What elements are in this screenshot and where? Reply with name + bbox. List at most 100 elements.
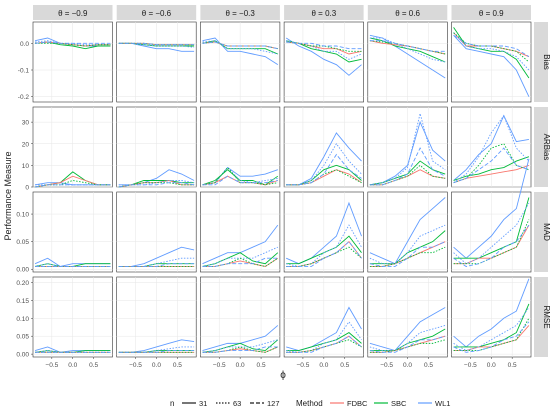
y-tick-label: 0.05 <box>16 239 29 246</box>
series-line-wl1-n127 <box>453 34 530 58</box>
y-tick-label: 0 <box>25 185 29 192</box>
legend: n 31 63 127 Method FDBC SBC WL1 <box>170 399 450 408</box>
x-tick-label: −0.5 <box>213 362 226 369</box>
legend-label-method: WL1 <box>435 399 450 408</box>
facet-label-row: MAD <box>542 223 550 241</box>
series-line-wl1-n127 <box>202 346 278 353</box>
x-tick-label: −0.5 <box>297 362 310 369</box>
series-line-wl1-n63 <box>369 113 446 186</box>
facet-label-col: θ = 0.6 <box>395 9 420 18</box>
series-line-wl1-n127 <box>35 41 111 44</box>
series-line-wl1-n127 <box>286 41 362 50</box>
x-tick-label: −0.5 <box>45 362 58 369</box>
x-tick-label: 0.0 <box>487 362 496 369</box>
series-line-wl1-n127 <box>35 184 111 188</box>
series-line-wl1-n63 <box>369 324 446 351</box>
x-tick-label: 0.0 <box>236 362 245 369</box>
series-line-wl1-n63 <box>202 339 278 353</box>
x-tick-label: −0.5 <box>129 362 142 369</box>
x-tick-label: 0.5 <box>173 362 182 369</box>
legend-label-n: 63 <box>233 399 241 408</box>
facet-strip-col <box>367 5 448 20</box>
facet-label-col: θ = −0.9 <box>58 9 88 18</box>
facet-strip-row <box>534 277 548 357</box>
facet-strip-row <box>534 22 548 102</box>
y-tick-label: 10 <box>22 163 30 170</box>
legend-label-n: 127 <box>267 399 280 408</box>
facet-grid: θ = −0.9 θ = −0.6 θ = −0.3 θ = 0.3 θ = 0.6 θ … <box>16 5 550 369</box>
series-line-sbc-n31 <box>453 303 530 348</box>
series-line-wl1-n127 <box>286 335 362 353</box>
series-line-wl1-n127 <box>286 153 362 186</box>
y-tick-label: 0.10 <box>16 316 29 323</box>
facet-label-col: θ = 0.3 <box>312 9 337 18</box>
y-tick-label: 20 <box>22 141 30 148</box>
series-line-sbc-n63 <box>35 42 111 47</box>
legend-label-method: SBC <box>391 399 407 408</box>
series-line-wl1-n127 <box>369 335 446 353</box>
series-line-wl1-n31 <box>285 37 362 76</box>
x-tick-label: −0.5 <box>380 362 393 369</box>
facet-strip-col <box>284 5 364 20</box>
x-tick-label: 0.5 <box>508 362 517 369</box>
x-tick-label: 0.5 <box>89 362 98 369</box>
facet-strip-col <box>116 5 197 20</box>
legend-label-method: FDBC <box>347 399 368 408</box>
facet-label-col: θ = −0.6 <box>142 9 172 18</box>
facet-strip-col <box>200 5 280 20</box>
series-line-wl1-n127 <box>202 41 278 50</box>
series-line-wl1-n127 <box>118 350 195 353</box>
series-line-wl1-n31 <box>369 197 446 265</box>
y-tick-label: -0.2 <box>18 94 30 101</box>
series-line-wl1-n127 <box>118 182 195 188</box>
series-line-sbc-n63 <box>453 219 530 265</box>
x-tick-label: 0.0 <box>403 362 412 369</box>
facet-label-col: θ = −0.3 <box>225 9 255 18</box>
series-line-wl1-n31 <box>453 114 529 181</box>
series-line-wl1-n127 <box>369 241 446 267</box>
y-tick-label: 0.10 <box>16 212 29 219</box>
y-tick-label: 0.0 <box>20 41 29 48</box>
x-tick-label: 0.0 <box>319 362 328 369</box>
series-line-wl1-n127 <box>369 147 446 186</box>
series-line-wl1-n127 <box>453 224 530 267</box>
y-tick-label: 30 <box>22 120 30 127</box>
facet-strip-col <box>33 5 113 20</box>
series-line-wl1-n127 <box>202 175 278 186</box>
facet-label-row: RMSE <box>542 305 550 328</box>
facet-strip-col <box>451 5 531 20</box>
legend-title-method: Method <box>296 399 323 408</box>
series-line-wl1-n31 <box>453 35 530 97</box>
y-tick-label: 0.20 <box>16 280 29 287</box>
legend-title-n: n <box>170 399 174 408</box>
y-tick-label: 0.15 <box>16 298 29 305</box>
series-line-wl1-n127 <box>369 40 446 52</box>
series-line-sbc-n63 <box>453 318 530 351</box>
y-tick-label: 0.05 <box>16 334 29 341</box>
series-line-sbc-n31 <box>453 156 530 181</box>
facet-label-col: θ = 0.9 <box>479 9 504 18</box>
x-axis-label: ϕ <box>280 370 286 381</box>
series-line-wl1-n127 <box>453 147 530 184</box>
x-tick-label: −0.5 <box>464 362 477 369</box>
series-line-wl1-n127 <box>453 321 530 353</box>
series-line-sbc-n63 <box>202 166 278 186</box>
series-line-wl1-n63 <box>453 32 530 71</box>
series-line-wl1-n63 <box>202 40 278 55</box>
x-tick-label: 0.0 <box>152 362 161 369</box>
facet-label-row: Bias <box>542 54 550 70</box>
series-line-wl1-n127 <box>286 241 362 267</box>
x-tick-label: 0.5 <box>340 362 349 369</box>
series-line-wl1-n63 <box>369 37 446 63</box>
y-tick-label: 0.00 <box>16 267 29 274</box>
series-line-wl1-n127 <box>118 42 195 46</box>
legend-label-n: 31 <box>199 399 207 408</box>
series-line-wl1-n63 <box>453 114 530 184</box>
y-tick-label: -0.1 <box>18 68 30 75</box>
x-tick-label: 0.0 <box>68 362 77 369</box>
facet-strip-row <box>534 192 548 272</box>
series-line-wl1-n31 <box>369 307 446 352</box>
series-line-wl1-n63 <box>35 40 111 46</box>
